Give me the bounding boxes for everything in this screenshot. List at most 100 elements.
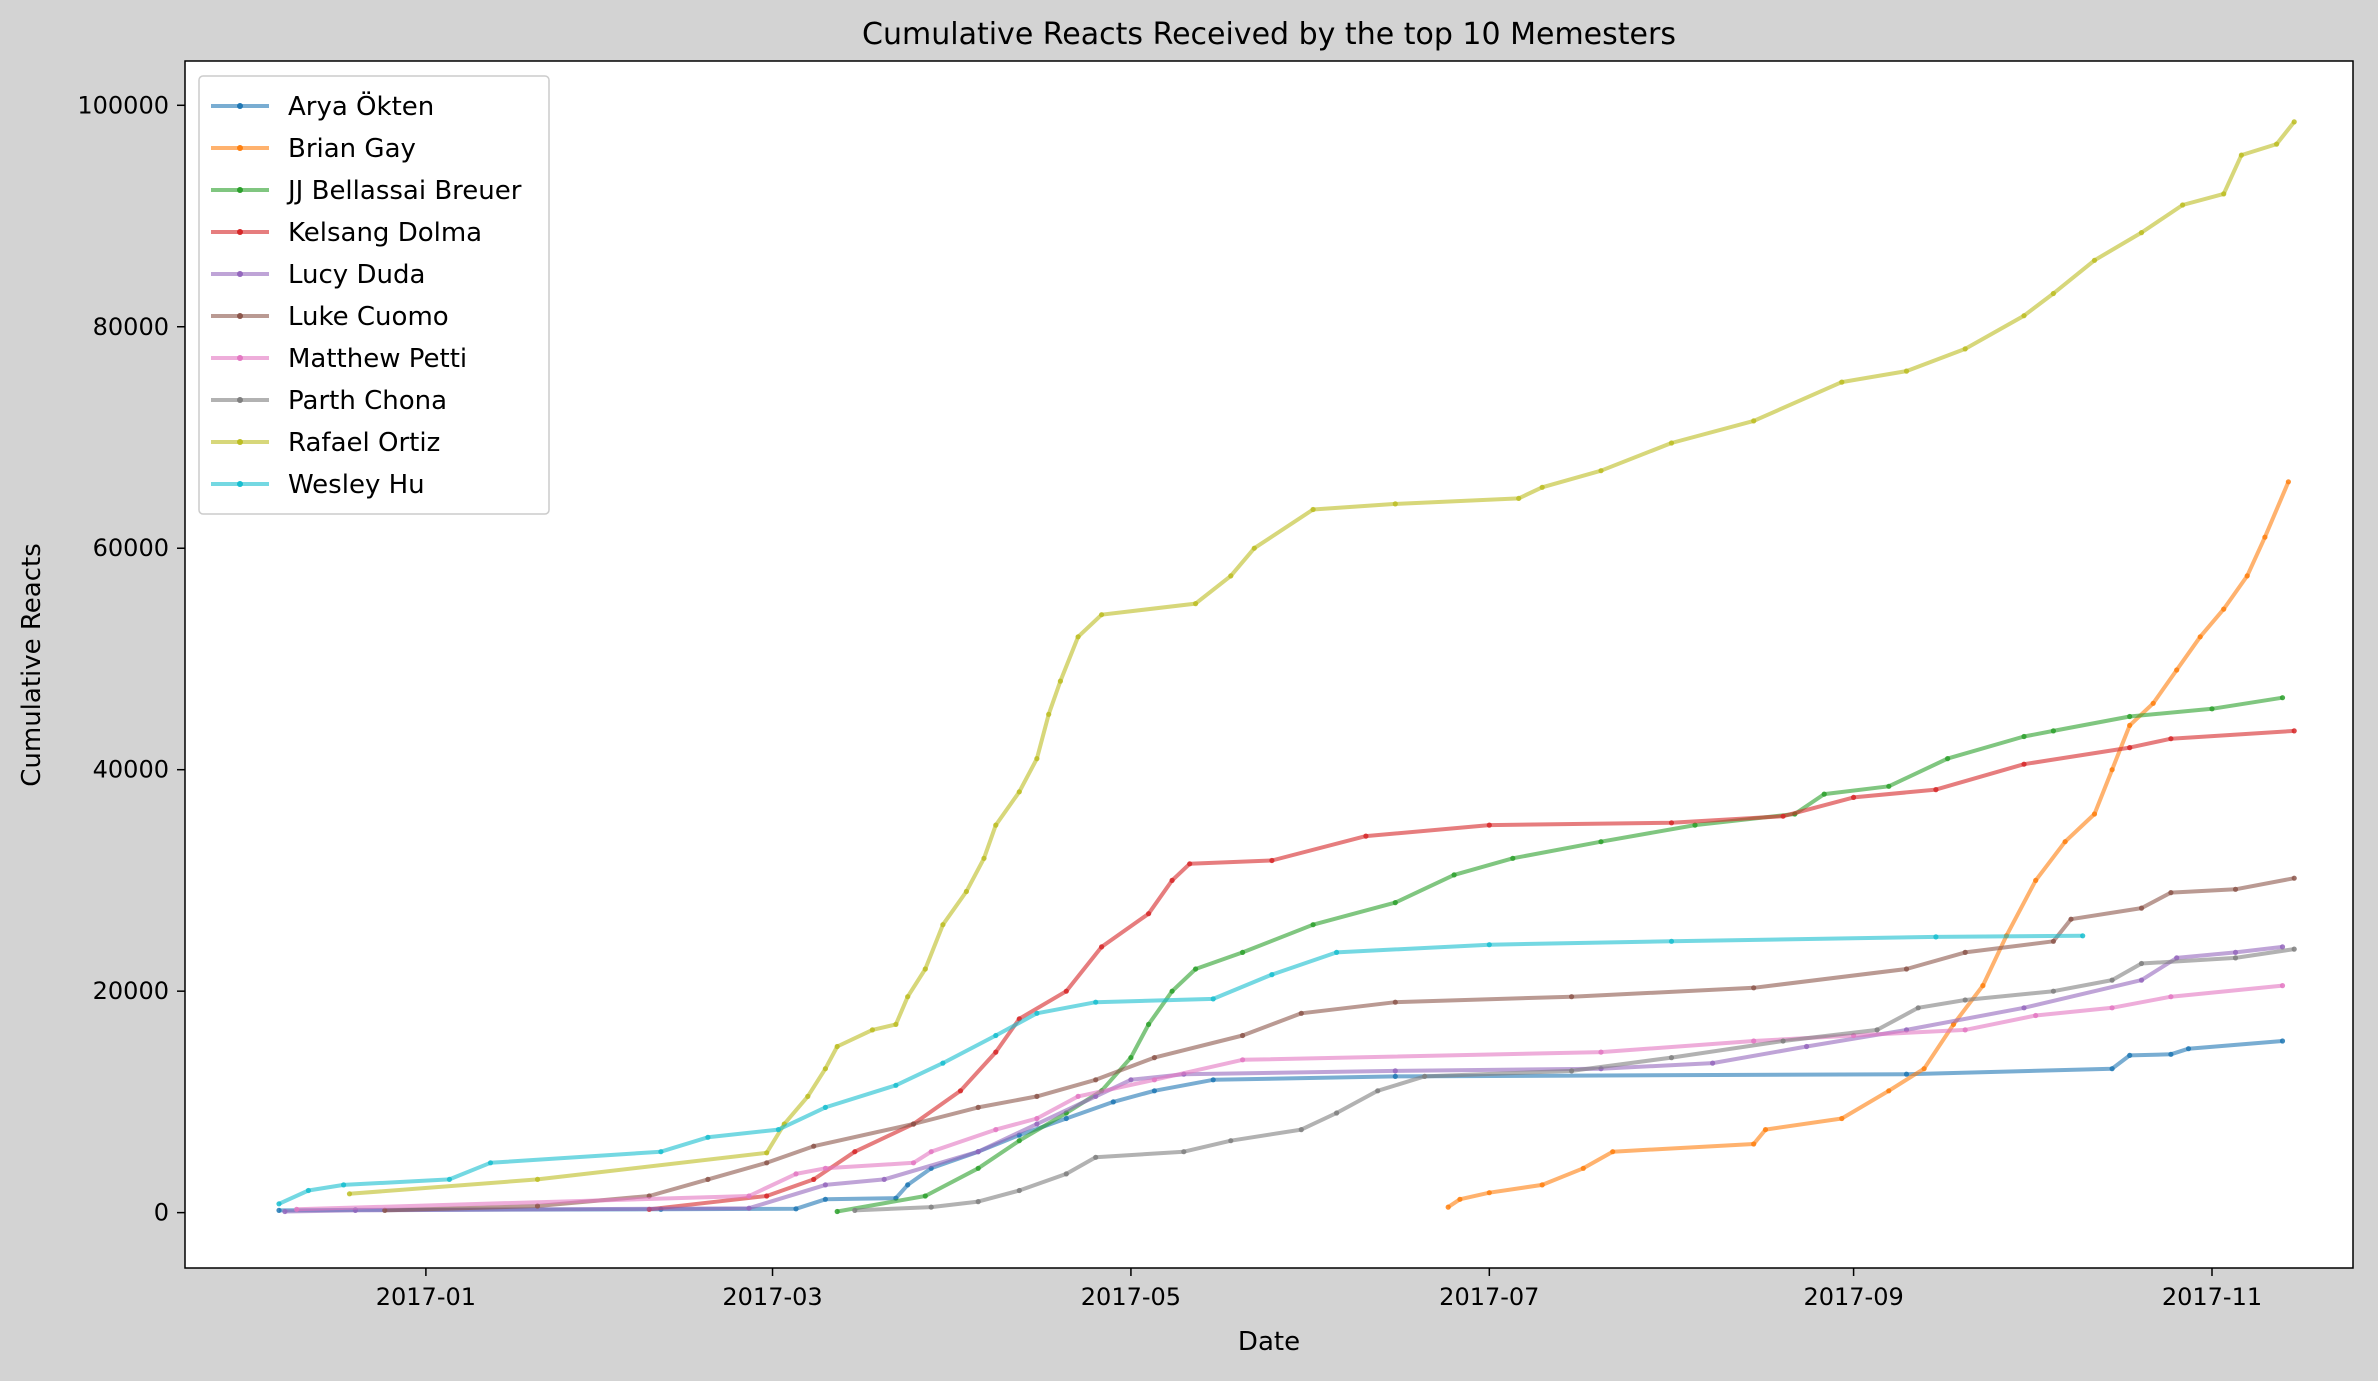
data-point: [2232, 949, 2239, 956]
data-point: [1886, 1088, 1892, 1094]
x-axis-label: Date: [1238, 1327, 1300, 1357]
data-point: [2080, 933, 2086, 939]
data-point: [2291, 119, 2297, 125]
data-point: [1251, 545, 1257, 551]
data-point: [2274, 141, 2280, 147]
data-point: [1903, 368, 1910, 374]
data-point: [1751, 418, 1757, 424]
data-point: [1046, 711, 1052, 717]
legend-label: Lucy Duda: [288, 260, 425, 290]
y-tick-label: 80000: [93, 313, 169, 341]
series-line: [284, 944, 2283, 1214]
series-line: [1447, 481, 2291, 1209]
y-tick-label: 60000: [93, 534, 169, 562]
chart-title: Cumulative Reacts Received by the top 10…: [862, 17, 1676, 52]
data-point: [1099, 944, 1105, 950]
data-point: [2021, 733, 2027, 740]
legend-marker: [237, 397, 243, 403]
data-point: [852, 1149, 858, 1155]
data-point: [1392, 1068, 1398, 1074]
data-point: [822, 1182, 829, 1188]
x-tick-label: 2017-03: [722, 1283, 822, 1311]
data-point: [2209, 706, 2215, 712]
data-point: [746, 1193, 752, 1199]
data-point: [746, 1205, 752, 1211]
data-point: [764, 1193, 770, 1199]
data-point: [2285, 479, 2291, 485]
data-point: [1128, 1077, 1134, 1083]
legend-box: [198, 75, 550, 515]
legend-label: Matthew Petti: [288, 344, 467, 374]
data-point: [2279, 983, 2286, 989]
data-point: [940, 1060, 946, 1066]
series-line: [384, 876, 2295, 1213]
data-point: [764, 1150, 770, 1156]
data-point: [341, 1182, 347, 1188]
data-point: [905, 1182, 911, 1188]
data-point: [1422, 1073, 1428, 1079]
data-point: [1539, 484, 1545, 490]
data-point: [2279, 944, 2286, 950]
data-point: [1668, 440, 1675, 446]
data-point: [1063, 988, 1069, 994]
data-point: [1334, 1110, 1340, 1116]
data-point: [834, 1208, 840, 1215]
data-point: [1034, 1121, 1040, 1127]
data-point: [1874, 1027, 1880, 1033]
data-point: [1016, 789, 1022, 795]
data-point: [1146, 911, 1152, 917]
data-point: [2291, 946, 2297, 952]
data-point: [305, 1187, 311, 1194]
data-point: [487, 1160, 494, 1166]
data-point: [1093, 1093, 1099, 1099]
data-point: [1240, 949, 1246, 956]
data-point: [1363, 833, 1369, 839]
data-point: [1510, 855, 1516, 861]
data-point: [852, 1207, 858, 1213]
y-tick-label: 20000: [93, 977, 169, 1005]
data-point: [993, 822, 999, 828]
data-point: [2232, 955, 2239, 961]
data-point: [1151, 1055, 1157, 1061]
x-tick-label: 2017-01: [376, 1283, 476, 1311]
legend-label: Brian Gay: [288, 134, 416, 164]
data-point: [869, 1027, 876, 1033]
data-point: [276, 1201, 282, 1207]
data-point: [1392, 501, 1398, 507]
legend-entry: Wesley Hu: [211, 470, 425, 500]
data-point: [2068, 916, 2074, 922]
data-point: [793, 1171, 799, 1177]
data-point: [1751, 985, 1757, 991]
series-7: [852, 946, 2297, 1213]
x-tick-label: 2017-07: [1439, 1283, 1539, 1311]
data-point: [2150, 700, 2156, 706]
data-point: [981, 855, 987, 861]
data-point: [2279, 1038, 2286, 1044]
data-point: [2109, 977, 2115, 983]
data-point: [382, 1207, 388, 1213]
data-point: [1780, 1038, 1786, 1044]
data-point: [1933, 787, 1939, 793]
data-point: [1392, 900, 1398, 906]
data-point: [928, 1149, 934, 1155]
data-point: [993, 1049, 999, 1055]
data-point: [963, 888, 970, 895]
data-point: [1539, 1182, 1545, 1188]
data-point: [1668, 1055, 1675, 1061]
data-point: [1751, 1038, 1757, 1044]
data-point: [1751, 1141, 1757, 1147]
data-point: [1181, 1149, 1187, 1155]
data-point: [993, 1032, 999, 1039]
legend-marker: [237, 229, 243, 235]
data-point: [1886, 783, 1892, 789]
data-point: [1375, 1088, 1381, 1094]
x-axis: 2017-01 2017-03 2017-05 2017-07 2017-09 2017-…: [376, 1268, 2262, 1311]
legend-label: Kelsang Dolma: [288, 218, 482, 248]
series-5: [382, 875, 2297, 1213]
legend-entry: Kelsang Dolma: [211, 218, 482, 248]
data-point: [1310, 922, 1316, 928]
data-point: [1839, 379, 1845, 385]
data-point: [1692, 822, 1698, 828]
data-point: [2050, 728, 2056, 734]
data-point: [2238, 152, 2244, 158]
